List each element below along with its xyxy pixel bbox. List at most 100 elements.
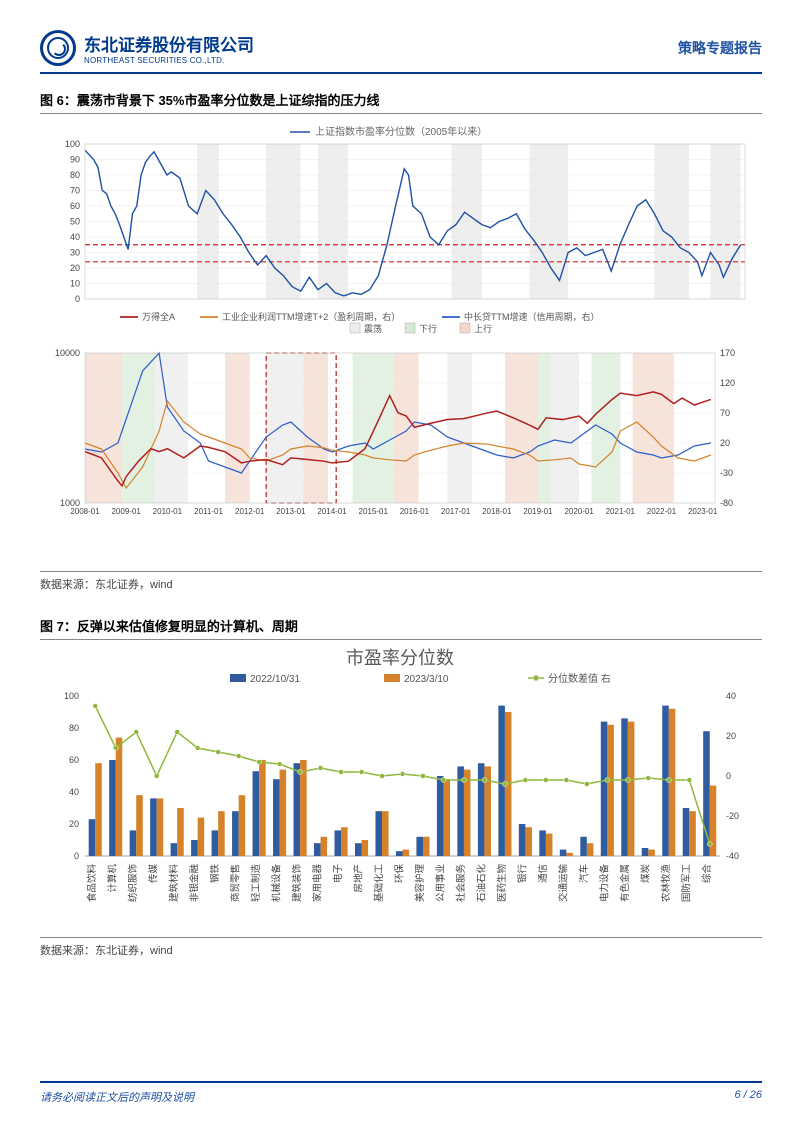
- fig6-title: 图 6：震荡市背景下 35%市盈率分位数是上证综指的压力线: [40, 86, 762, 114]
- svg-text:交通运输: 交通运输: [557, 864, 569, 903]
- svg-text:2017-01: 2017-01: [441, 507, 471, 516]
- svg-text:石油石化: 石油石化: [475, 864, 487, 903]
- svg-text:煤炭: 煤炭: [639, 864, 651, 884]
- svg-text:0: 0: [74, 851, 79, 861]
- logo-text: 东北证券股份有限公司 NORTHEAST SECURITIES CO.,LTD.: [84, 31, 254, 65]
- svg-text:60: 60: [70, 201, 80, 211]
- svg-text:美容护理: 美容护理: [414, 864, 426, 903]
- svg-text:2023-01: 2023-01: [688, 507, 718, 516]
- svg-text:2010-01: 2010-01: [153, 507, 183, 516]
- svg-text:有色金属: 有色金属: [619, 864, 631, 902]
- svg-text:40: 40: [70, 232, 80, 242]
- svg-text:0: 0: [726, 771, 731, 781]
- svg-text:2011-01: 2011-01: [194, 507, 223, 516]
- svg-text:2015-01: 2015-01: [359, 507, 389, 516]
- svg-text:100: 100: [64, 691, 79, 701]
- svg-text:2014-01: 2014-01: [317, 507, 347, 516]
- fig7-svg: 市盈率分位数 2022/10/31 2023/3/10 分位数差值 右 0 20 40 60 8…: [40, 646, 760, 926]
- fig7-chart: 市盈率分位数 2022/10/31 2023/3/10 分位数差值 右 0 20 40 60 8…: [40, 646, 762, 931]
- svg-text:-40: -40: [726, 851, 739, 861]
- svg-text:60: 60: [69, 755, 79, 765]
- svg-text:50: 50: [70, 217, 80, 227]
- svg-text:工业企业利润TTM增速T+2（盈利周期，右）: 工业企业利润TTM增速T+2（盈利周期，右）: [222, 311, 400, 322]
- svg-text:70: 70: [70, 186, 80, 196]
- svg-text:下行: 下行: [419, 323, 437, 334]
- svg-text:2022/10/31: 2022/10/31: [250, 674, 300, 685]
- company-name-cn: 东北证券股份有限公司: [84, 31, 254, 56]
- svg-text:震荡: 震荡: [364, 323, 382, 334]
- svg-text:2019-01: 2019-01: [523, 507, 553, 516]
- svg-text:2013-01: 2013-01: [276, 507, 306, 516]
- svg-text:2018-01: 2018-01: [482, 507, 512, 516]
- svg-text:市盈率分位数: 市盈率分位数: [346, 648, 454, 668]
- svg-text:社会服务: 社会服务: [455, 864, 467, 903]
- svg-text:10000: 10000: [55, 348, 80, 358]
- company-logo-block: 东北证券股份有限公司 NORTHEAST SECURITIES CO.,LTD.: [40, 30, 254, 66]
- svg-text:0: 0: [75, 294, 80, 304]
- svg-text:-30: -30: [720, 468, 733, 478]
- svg-text:医药生物: 医药生物: [496, 864, 508, 903]
- fig7-title: 图 7：反弹以来估值修复明显的计算机、周期: [40, 612, 762, 640]
- svg-text:食品饮料: 食品饮料: [86, 864, 98, 903]
- svg-text:2023/3/10: 2023/3/10: [404, 674, 449, 685]
- svg-text:轻工制造: 轻工制造: [250, 864, 262, 903]
- svg-text:农林牧渔: 农林牧渔: [660, 864, 672, 903]
- svg-text:汽车: 汽车: [578, 864, 590, 883]
- svg-text:20: 20: [70, 263, 80, 273]
- page-header: 东北证券股份有限公司 NORTHEAST SECURITIES CO.,LTD.…: [40, 30, 762, 74]
- svg-text:2016-01: 2016-01: [400, 507, 430, 516]
- svg-text:机械设备: 机械设备: [271, 864, 283, 903]
- svg-text:纺织服饰: 纺织服饰: [127, 864, 139, 902]
- svg-text:2008-01: 2008-01: [70, 507, 100, 516]
- svg-text:银行: 银行: [516, 864, 528, 884]
- svg-text:-20: -20: [726, 811, 739, 821]
- fig6-svg: 0102030405060708090100上证指数市盈率分位数（2005年以来…: [40, 120, 760, 560]
- svg-text:家用电器: 家用电器: [312, 864, 324, 903]
- svg-text:电力设备: 电力设备: [598, 864, 610, 903]
- svg-text:非银金融: 非银金融: [189, 864, 201, 903]
- svg-text:2021-01: 2021-01: [606, 507, 636, 516]
- svg-text:综合: 综合: [701, 864, 713, 884]
- svg-text:基础化工: 基础化工: [373, 864, 385, 903]
- svg-text:120: 120: [720, 378, 735, 388]
- svg-text:计算机: 计算机: [107, 864, 119, 893]
- svg-text:20: 20: [69, 819, 79, 829]
- svg-text:2009-01: 2009-01: [111, 507, 141, 516]
- svg-text:房地产: 房地产: [353, 864, 365, 893]
- svg-text:80: 80: [69, 723, 79, 733]
- fig6-source: 数据来源：东北证券，wind: [40, 571, 762, 592]
- svg-text:电子: 电子: [332, 864, 344, 884]
- svg-text:2022-01: 2022-01: [647, 507, 677, 516]
- report-type: 策略专题报告: [678, 38, 762, 58]
- svg-text:商贸零售: 商贸零售: [230, 864, 242, 902]
- logo-icon: [40, 30, 76, 66]
- svg-text:环保: 环保: [394, 864, 406, 884]
- svg-text:钢铁: 钢铁: [209, 864, 221, 884]
- svg-text:建筑材料: 建筑材料: [168, 864, 180, 903]
- footer-page: 6 / 26: [734, 1089, 762, 1105]
- svg-text:80: 80: [70, 170, 80, 180]
- svg-text:传媒: 传媒: [148, 864, 160, 884]
- svg-text:2012-01: 2012-01: [235, 507, 265, 516]
- svg-text:40: 40: [726, 691, 736, 701]
- svg-text:20: 20: [720, 438, 730, 448]
- svg-text:20: 20: [726, 731, 736, 741]
- svg-text:90: 90: [70, 155, 80, 165]
- svg-text:公用事业: 公用事业: [434, 864, 446, 902]
- company-name-en: NORTHEAST SECURITIES CO.,LTD.: [84, 56, 254, 65]
- svg-text:70: 70: [720, 408, 730, 418]
- footer-disclaimer: 请务必阅读正文后的声明及说明: [40, 1089, 194, 1105]
- svg-text:建筑装饰: 建筑装饰: [291, 864, 303, 902]
- svg-text:100: 100: [65, 139, 80, 149]
- svg-text:分位数差值 右: 分位数差值 右: [548, 672, 611, 685]
- svg-text:170: 170: [720, 348, 735, 358]
- svg-text:2020-01: 2020-01: [564, 507, 594, 516]
- fig7-source: 数据来源：东北证券，wind: [40, 937, 762, 958]
- svg-text:10: 10: [70, 279, 80, 289]
- svg-text:-80: -80: [720, 498, 733, 508]
- svg-text:通信: 通信: [537, 864, 549, 883]
- svg-text:万得全A: 万得全A: [142, 311, 175, 322]
- svg-text:国防军工: 国防军工: [680, 864, 692, 903]
- svg-text:30: 30: [70, 248, 80, 258]
- fig6-chart: 0102030405060708090100上证指数市盈率分位数（2005年以来…: [40, 120, 762, 565]
